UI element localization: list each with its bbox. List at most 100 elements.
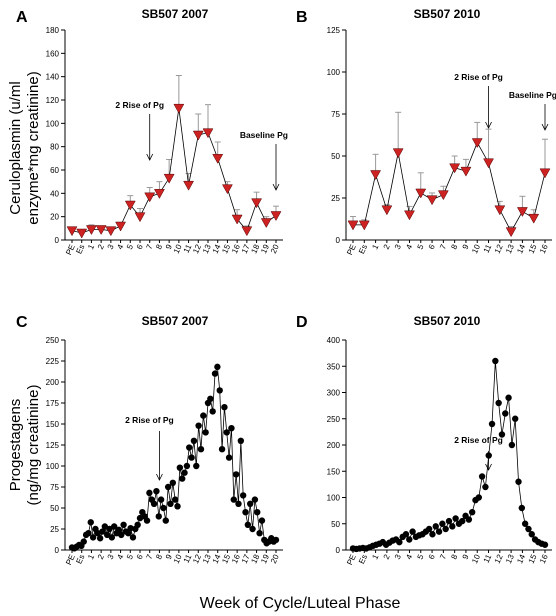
- data-point: [492, 357, 499, 365]
- data-point: [528, 213, 540, 224]
- x-tick-label: 17: [240, 243, 252, 255]
- data-point: [164, 483, 172, 491]
- data-point: [272, 536, 280, 544]
- data-point: [498, 431, 506, 438]
- y-tick-label: 75: [50, 483, 59, 492]
- x-tick-label: 10: [470, 553, 482, 565]
- data-point: [442, 525, 449, 533]
- data-point: [95, 225, 107, 236]
- x-tick-label: 3: [106, 553, 116, 561]
- x-tick-label: 8: [449, 243, 459, 251]
- y-tick-label: 100: [327, 494, 341, 503]
- data-point: [218, 446, 226, 453]
- data-point: [211, 370, 219, 377]
- data-point: [231, 214, 243, 225]
- y-tick-label: 350: [327, 362, 341, 371]
- data-point: [155, 513, 162, 520]
- data-point: [256, 530, 263, 537]
- series-line: [71, 108, 277, 234]
- x-tick-label: 6: [135, 553, 145, 561]
- x-tick-label: 9: [461, 243, 471, 251]
- x-tick-label: 14: [515, 553, 527, 565]
- data-point: [516, 207, 528, 217]
- data-point: [134, 521, 141, 528]
- data-point: [146, 489, 153, 497]
- xlabel: Week of Cycle/Luteal Phase: [200, 595, 401, 612]
- x-tick-label: 11: [482, 243, 494, 255]
- y-tick-label: 100: [46, 462, 60, 471]
- x-tick-label: 15: [527, 243, 539, 255]
- data-point: [439, 520, 446, 527]
- y-tick-label: 150: [46, 420, 60, 429]
- data-point: [179, 475, 186, 482]
- x-tick-label: 14: [211, 553, 223, 565]
- data-point: [425, 525, 433, 533]
- x-tick-label: 16: [538, 243, 550, 255]
- y-tick-label: 80: [50, 143, 59, 152]
- data-point: [225, 454, 233, 461]
- data-point: [468, 509, 476, 516]
- y-tick-label: 125: [327, 26, 341, 35]
- data-point: [505, 227, 517, 238]
- y-tick-label: 25: [331, 194, 340, 203]
- data-point: [488, 420, 496, 428]
- annotation-arrowhead: [156, 473, 163, 481]
- x-tick-label: 12: [493, 553, 505, 565]
- x-tick-label: 13: [201, 553, 213, 565]
- data-point: [209, 408, 216, 415]
- y-tick-label: 120: [46, 96, 60, 105]
- annotation-arrowhead: [541, 123, 549, 131]
- ylabel-bottom-line1: Progestagens: [7, 399, 24, 492]
- x-tick-label: Es: [74, 243, 86, 255]
- data-point: [167, 500, 174, 507]
- x-tick-label: 16: [230, 243, 242, 255]
- data-point: [99, 528, 106, 535]
- x-tick-label: 8: [449, 553, 459, 561]
- data-point: [181, 469, 188, 476]
- x-tick-label: 13: [504, 243, 516, 255]
- annotation-arrowhead: [146, 153, 154, 161]
- data-point: [251, 496, 259, 503]
- data-point: [482, 483, 489, 491]
- ylabel-top-line1: Ceruloplasmin (u/ml: [7, 81, 24, 214]
- data-point: [183, 180, 194, 191]
- data-point: [124, 200, 136, 211]
- data-point: [192, 130, 204, 141]
- panel-title-a: SB507 2007: [142, 7, 209, 21]
- y-tick-label: 125: [46, 441, 60, 450]
- data-point: [86, 225, 97, 236]
- x-tick-label: 15: [220, 243, 232, 255]
- annotation-label: Baseline Pg: [509, 90, 556, 100]
- data-point: [154, 189, 165, 199]
- y-tick-label: 0: [336, 546, 341, 555]
- x-tick-label: 5: [125, 243, 135, 251]
- x-tick-label: 13: [201, 243, 213, 255]
- data-point: [163, 173, 175, 184]
- data-point: [358, 220, 370, 231]
- series-line: [71, 366, 277, 549]
- x-tick-label: 7: [438, 553, 448, 561]
- data-point: [512, 415, 519, 422]
- data-point: [176, 464, 184, 471]
- panel-label-a: A: [16, 9, 28, 26]
- data-point: [153, 488, 160, 495]
- data-point: [85, 530, 92, 537]
- data-point: [409, 528, 416, 535]
- y-tick-label: 50: [50, 504, 59, 513]
- data-point: [381, 205, 393, 216]
- data-point: [171, 496, 179, 503]
- x-tick-label: 20: [269, 553, 281, 565]
- data-point: [212, 154, 224, 164]
- x-tick-label: 10: [172, 553, 184, 565]
- data-point: [402, 531, 410, 538]
- y-tick-label: 200: [327, 441, 341, 450]
- annotation-label: 2 Rise of Pg: [125, 415, 174, 425]
- x-tick-label: 7: [144, 243, 154, 251]
- x-tick-label: 8: [154, 553, 164, 561]
- x-tick-label: 1: [370, 553, 380, 561]
- data-point: [115, 526, 123, 534]
- x-tick-label: 12: [493, 243, 505, 255]
